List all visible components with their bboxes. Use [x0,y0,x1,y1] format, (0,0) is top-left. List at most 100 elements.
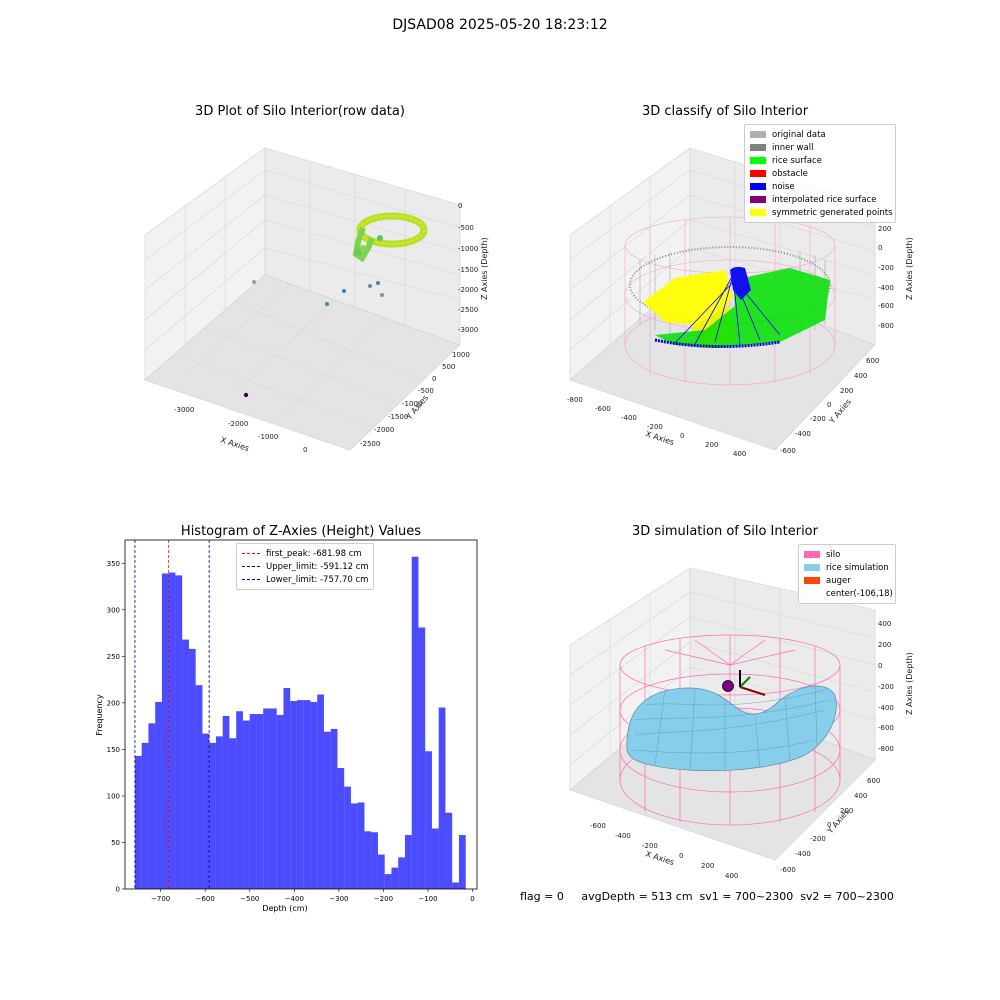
histogram-bar [317,694,324,889]
y-tick-label: 100 [107,792,120,800]
legend-swatch [804,577,820,584]
legend-item: symmetric generated points [750,206,893,219]
legend-swatch [804,590,820,597]
y-tick: -400 [795,850,811,858]
x-tick: -600 [595,405,611,413]
y-tick: 600 [867,777,880,785]
histogram-bar [458,835,466,889]
legend-item: auger [804,574,890,587]
panel4-title: 3D simulation of Silo Interior [632,524,818,539]
histogram-bar [323,731,331,889]
panel2-legend: original data inner wall rice surface ob… [744,124,896,223]
z-tick: -1500 [458,266,478,274]
x-tick: -2000 [228,420,248,428]
histogram-bar [377,854,385,889]
legend-item: silo [804,548,890,561]
histogram-bar [344,786,351,889]
data-point [342,289,346,293]
data-point [252,280,256,284]
histogram-bar [371,832,378,889]
symmetric-points-region [643,270,733,326]
z-tick: 400 [878,620,891,628]
data-point [325,302,329,306]
panel2-classify3d: -800 -600 -400 -200 0 200 400 600 400 20… [567,147,914,458]
x-tick: 200 [701,862,714,870]
z-tick: -600 [878,302,894,310]
legend-swatch [750,131,766,138]
panel4-legend: silo rice simulation auger center(-106,1… [798,544,896,604]
x-tick: 400 [733,450,746,458]
y-tick-label: 250 [107,653,120,661]
histogram-bar [296,700,304,889]
y-tick: -600 [780,447,796,455]
rice-surface-region [655,268,830,348]
x-tick: 0 [680,432,684,440]
histogram-bar [425,751,432,889]
histogram-bar [398,857,405,889]
legend-item: noise [750,180,890,193]
z-tick: -2500 [458,306,478,314]
histogram-chart: −700 −600 −500 −400 −300 −200 −100 0 0 50 100 150 2… [95,539,478,913]
z-axis-label: Z Axies (Depth) [905,652,914,715]
z-tick: -1000 [458,245,478,253]
legend-swatch [750,157,766,164]
histogram-bar [276,714,284,889]
legend-item: original data [750,128,890,141]
histogram-bar [215,736,223,889]
y-tick: -400 [795,430,811,438]
histogram-bar [303,700,311,889]
y-tick: 200 [840,807,853,815]
y-tick: 0 [827,401,831,409]
legend-item: Upper_limit: -591.12 cm [242,560,369,573]
y-tick-label: 350 [107,560,120,568]
x-tick: 0 [303,446,307,454]
histogram-bar [438,707,446,889]
legend-item: inner wall [750,141,890,154]
y-tick: -200 [810,415,826,423]
y-tick: -200 [810,835,826,843]
z-tick: -800 [878,745,894,753]
data-point [376,281,380,285]
y-tick-label: 150 [107,746,120,754]
x-tick-label: 0 [470,895,474,903]
histogram-bar [364,831,372,889]
y-tick: -2000 [374,426,394,434]
histogram-title: Histogram of Z-Axies (Height) Values [180,524,422,539]
rice-simulation-surface [626,685,837,772]
x-tick: -800 [567,396,583,404]
y-tick: 0 [432,375,436,383]
x-tick-label: −100 [418,895,437,903]
histogram-bar [236,711,243,889]
z-tick: 200 [878,641,891,649]
histogram-bar [168,572,176,889]
panel1-scatter3d: -3000 -2000 -1000 0 1000 500 0 -500 -100… [144,147,489,454]
x-tick: -200 [642,842,658,850]
y-tick: -1000 [402,400,422,408]
y-tick: -1500 [388,413,408,421]
histogram-bar [452,882,459,889]
histogram-bar [445,812,453,889]
histogram-bar [357,802,365,889]
histogram-bar [209,742,216,889]
z-tick: 0 [878,662,882,670]
histogram-bar [330,728,338,889]
legend-line [242,579,260,580]
histogram-bar [222,715,230,889]
histogram-bar [141,742,149,889]
x-tick-label: −200 [374,895,393,903]
x-tick: -3000 [174,406,194,414]
z-tick: -400 [878,284,894,292]
status-text: flag = 0 avgDepth = 513 cm sv1 = 700~230… [520,890,894,903]
histogram-bar [310,701,318,889]
histogram-bar [148,723,156,889]
y-tick-label: 300 [107,606,120,614]
x-tick-label: −600 [196,895,215,903]
data-point [243,392,249,398]
legend-item: Lower_limit: -757.70 cm [242,573,368,586]
x-tick: -200 [647,423,663,431]
histogram-bar [418,627,426,889]
x-tick: 400 [725,872,738,880]
y-tick: 1000 [452,351,470,359]
x-tick-label: −400 [285,895,304,903]
legend-item: rice surface [750,154,890,167]
